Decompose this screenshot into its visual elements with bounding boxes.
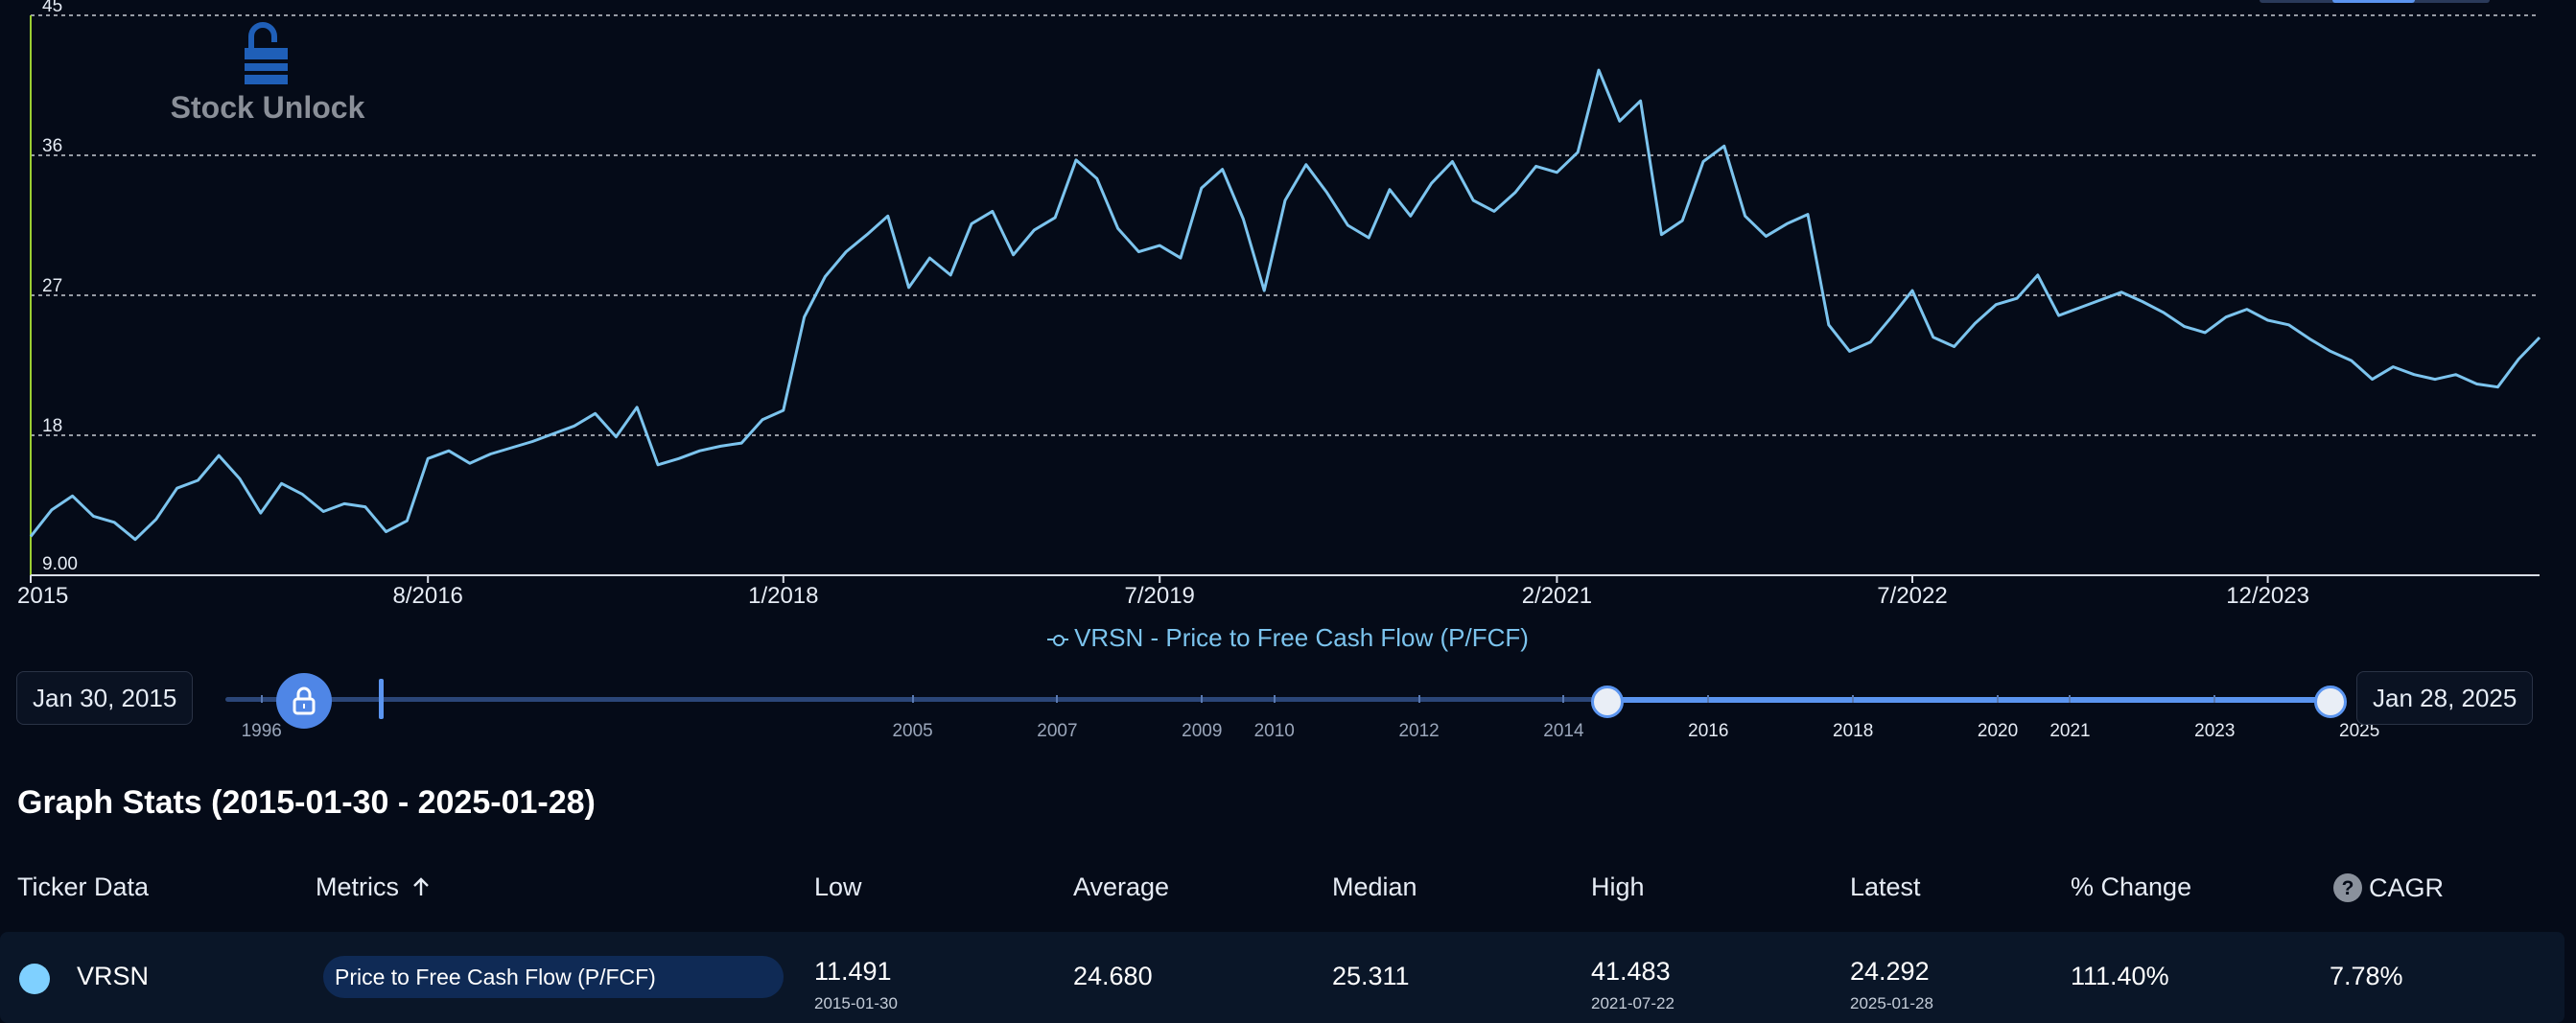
range-selected-segment[interactable]	[1606, 697, 2330, 703]
row-average: 24.680	[1073, 962, 1153, 990]
y-tick-label: 36	[42, 136, 62, 156]
range-lock-bar	[379, 679, 384, 719]
range-year-label: 2010	[1253, 721, 1295, 741]
header-percent-change[interactable]: % Change	[2071, 872, 2192, 901]
header-latest[interactable]: Latest	[1850, 872, 1921, 901]
x-tick-label: 12/2023	[2226, 583, 2309, 609]
row-high: 41.483	[1591, 957, 1671, 986]
range-year-label: 2021	[2049, 721, 2091, 741]
range-year-label: 2020	[1977, 721, 2019, 741]
range-tick-mark	[1273, 695, 1276, 703]
legend-series-name: VRSN - Price to Free Cash Flow (P/FCF)	[1074, 623, 1529, 652]
range-start-date[interactable]: Jan 30, 2015	[16, 671, 194, 725]
range-tick-mark	[1417, 695, 1420, 703]
y-tick-label: 45	[42, 0, 62, 16]
header-average[interactable]: Average	[1073, 872, 1170, 901]
header-ticker-data: Ticker Data	[17, 872, 150, 901]
header-metrics[interactable]: Metrics	[316, 872, 432, 902]
pfcf-chart[interactable]: Stock Unlock 9.00 18 27 36 45 2015 8/2016 1/201…	[0, 0, 2576, 614]
metric-pill[interactable]: Price to Free Cash Flow (P/FCF)	[323, 956, 784, 998]
y-tick-label: 27	[42, 276, 62, 296]
range-lock-button[interactable]	[276, 673, 332, 729]
logo-text: Stock Unlock	[171, 90, 365, 125]
help-icon[interactable]: ?	[2332, 872, 2363, 903]
range-tick-mark	[260, 695, 263, 703]
range-year-label: 2016	[1688, 721, 1729, 741]
stock-unlock-logo: Stock Unlock	[171, 22, 365, 125]
range-year-label: 2014	[1543, 721, 1584, 741]
range-tick-mark	[1562, 695, 1565, 703]
x-tick-label: 7/2019	[1124, 583, 1194, 609]
header-cagr[interactable]: ? CAGR	[2332, 872, 2444, 903]
x-tick-label: 1/2018	[748, 583, 818, 609]
range-tick-mark	[2069, 695, 2072, 703]
header-cagr-label: CAGR	[2369, 873, 2445, 902]
y-tick-label: 18	[42, 416, 62, 436]
range-track[interactable]	[225, 697, 2330, 702]
range-year-label: 2018	[1833, 721, 1874, 741]
header-high[interactable]: High	[1591, 872, 1645, 901]
header-median[interactable]: Median	[1332, 872, 1417, 901]
range-end-date[interactable]: Jan 28, 2025	[2356, 671, 2534, 725]
range-tick-mark	[2213, 695, 2216, 703]
top-tab-active[interactable]	[2332, 0, 2415, 3]
logo-icon	[245, 22, 288, 84]
y-tick-label: 9.00	[42, 554, 78, 574]
range-start-handle[interactable]	[1590, 686, 1624, 718]
chart-ticks: 9.00 18 27 36 45 2015 8/2016 1/2018 7/2019 2/2021…	[17, 0, 2309, 609]
chart-legend[interactable]: VRSN - Price to Free Cash Flow (P/FCF)	[0, 623, 2576, 653]
range-year-label: 2005	[892, 721, 933, 741]
header-low[interactable]: Low	[814, 872, 862, 901]
series-line-0	[29, 68, 2541, 542]
row-latest-date: 2025-01-28	[1850, 994, 1933, 1012]
chart-axes	[30, 15, 2540, 576]
row-latest: 24.292	[1850, 957, 1930, 986]
row-median: 25.311	[1332, 962, 1410, 990]
sort-arrow-up-icon	[412, 877, 429, 895]
x-tick-label: 8/2016	[392, 583, 462, 609]
row-high-date: 2021-07-22	[1591, 994, 1674, 1012]
range-tick-mark	[1201, 695, 1204, 703]
row-percent-change: 111.40%	[2071, 962, 2169, 990]
row-low-date: 2015-01-30	[814, 994, 898, 1012]
svg-text:?: ?	[2342, 877, 2354, 899]
lock-icon	[293, 686, 316, 715]
header-metrics-label: Metrics	[316, 872, 399, 901]
range-year-label: 2025	[2339, 721, 2380, 741]
range-tick-mark	[1852, 695, 1855, 703]
graph-stats-title: Graph Stats (2015-01-30 - 2025-01-28)	[17, 784, 596, 821]
range-tick-mark	[911, 695, 914, 703]
x-tick-label: 2015	[17, 583, 68, 609]
range-end-handle[interactable]	[2314, 686, 2347, 718]
range-tick-mark	[1707, 695, 1710, 703]
chart-series	[29, 68, 2541, 542]
legend-line-marker-icon	[1047, 634, 1069, 647]
row-low: 11.491	[814, 957, 892, 986]
range-year-label: 2007	[1037, 721, 1078, 741]
range-year-label: 2012	[1398, 721, 1440, 741]
x-tick-label: 2/2021	[1522, 583, 1592, 609]
row-ticker[interactable]: VRSN	[77, 962, 150, 990]
row-cagr: 7.78%	[2330, 962, 2403, 990]
range-year-label: 2009	[1182, 721, 1223, 741]
chart-grid	[31, 14, 2540, 436]
range-year-label: 2023	[2194, 721, 2236, 741]
series-color-dot	[19, 964, 50, 994]
range-year-label: 1996	[241, 721, 282, 741]
range-tick-mark	[1997, 695, 2000, 703]
range-tick-mark	[1056, 695, 1059, 703]
x-tick-label: 7/2022	[1877, 583, 1947, 609]
